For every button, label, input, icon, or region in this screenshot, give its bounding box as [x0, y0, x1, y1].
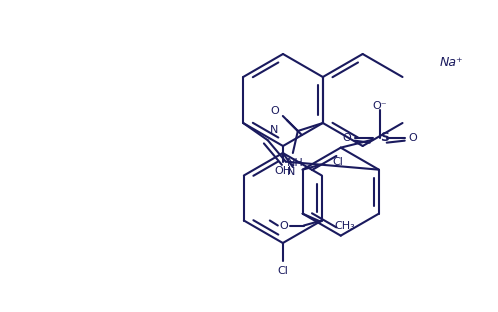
Text: N: N: [286, 167, 295, 177]
Text: O: O: [408, 133, 417, 143]
Text: S: S: [380, 131, 389, 144]
Text: O: O: [270, 106, 279, 116]
Text: NH: NH: [286, 158, 303, 168]
Text: O: O: [342, 133, 351, 143]
Text: Na⁺: Na⁺: [440, 56, 464, 69]
Text: N: N: [269, 125, 278, 135]
Text: OH: OH: [274, 166, 291, 176]
Text: CH₃: CH₃: [335, 221, 356, 231]
Text: O⁻: O⁻: [373, 101, 387, 111]
Text: O: O: [279, 221, 288, 231]
Text: Cl: Cl: [277, 266, 288, 276]
Text: Cl: Cl: [333, 157, 344, 167]
